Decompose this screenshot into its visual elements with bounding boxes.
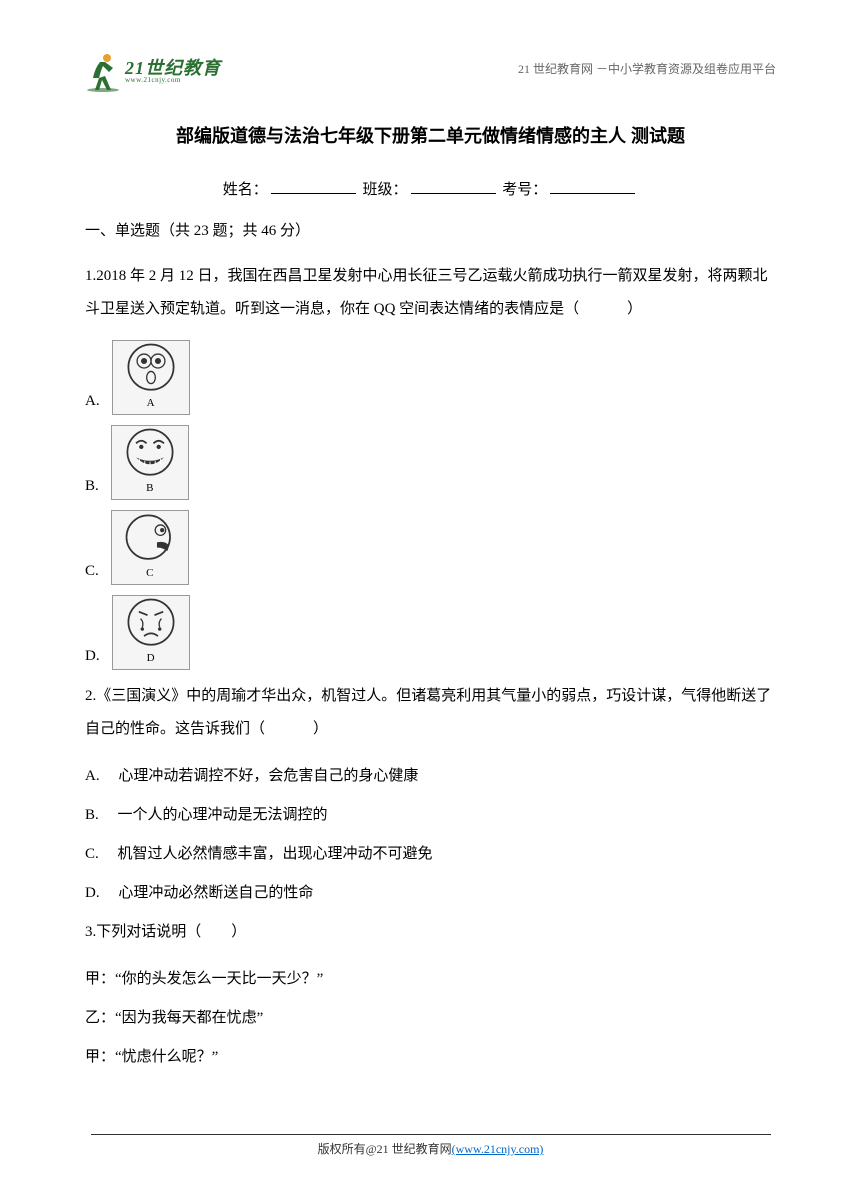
question-3: 3.下列对话说明（ ） — [85, 916, 776, 949]
q2-option-c: C. 机智过人必然情感丰富，出现心理冲动不可避免 — [85, 838, 776, 871]
question-2: 2.《三国演义》中的周瑜才华出众，机智过人。但诸葛亮利用其气量小的弱点，巧设计谋… — [85, 680, 776, 746]
emoji-box-c: C — [111, 510, 189, 585]
emoji-box-b: B — [111, 425, 189, 500]
option-label-a: A. — [85, 388, 100, 415]
q3-line-1: 甲：“你的头发怎么一天比一天少？” — [85, 963, 776, 996]
q2-text-end: ） — [313, 721, 328, 737]
id-label: 考号： — [502, 182, 547, 198]
footer-prefix: 版权所有@21 世纪教育网 — [318, 1142, 452, 1156]
name-label: 姓名： — [223, 182, 268, 198]
emoji-angry-icon — [123, 511, 177, 563]
name-blank — [271, 193, 356, 194]
logo-text: 21世纪教育 www.21cnjy.com — [125, 59, 221, 84]
id-blank — [550, 193, 635, 194]
class-blank — [411, 193, 496, 194]
q2-option-d: D. 心理冲动必然断送自己的性命 — [85, 877, 776, 910]
q1-option-b: B. B — [85, 425, 776, 500]
option-label-c: C. — [85, 558, 99, 585]
logo-icon — [85, 50, 121, 92]
q1-text: 1.2018 年 2 月 12 日，我国在西昌卫星发射中心用长征三号乙运载火箭成… — [85, 268, 768, 317]
emoji-happy-icon — [123, 426, 177, 478]
page-container: 21世纪教育 www.21cnjy.com 21 世纪教育网 －中小学教育资源及… — [0, 0, 861, 1192]
emoji-box-a: A — [112, 340, 190, 415]
q2-option-a: A. 心理冲动若调控不好，会危害自己的身心健康 — [85, 760, 776, 793]
class-label: 班级： — [362, 182, 407, 198]
option-label-b: B. — [85, 473, 99, 500]
footer-link[interactable]: (www.21cnjy.com) — [452, 1142, 544, 1156]
logo-text-main: 21世纪教育 — [125, 59, 221, 77]
q1-option-d: D. D — [85, 595, 776, 670]
q1-option-a: A. A — [85, 340, 776, 415]
q1-text-end: ） — [627, 301, 642, 317]
header: 21世纪教育 www.21cnjy.com 21 世纪教育网 －中小学教育资源及… — [85, 50, 776, 92]
q1-option-c: C. C — [85, 510, 776, 585]
emoji-letter-a: A — [147, 394, 155, 414]
header-right-text: 21 世纪教育网 －中小学教育资源及组卷应用平台 — [518, 60, 776, 77]
emoji-letter-d: D — [147, 649, 155, 669]
footer-line — [91, 1134, 771, 1135]
emoji-sad-icon — [124, 596, 178, 648]
emoji-box-d: D — [112, 595, 190, 670]
q3-line-2: 乙：“因为我每天都在忧虑” — [85, 1002, 776, 1035]
q2-text: 2.《三国演义》中的周瑜才华出众，机智过人。但诸葛亮利用其气量小的弱点，巧设计谋… — [85, 688, 771, 737]
emoji-surprised-icon — [124, 341, 178, 393]
q2-option-b: B. 一个人的心理冲动是无法调控的 — [85, 799, 776, 832]
option-label-d: D. — [85, 643, 100, 670]
question-1: 1.2018 年 2 月 12 日，我国在西昌卫星发射中心用长征三号乙运载火箭成… — [85, 260, 776, 326]
logo-text-sub: www.21cnjy.com — [125, 77, 221, 84]
footer: 版权所有@21 世纪教育网(www.21cnjy.com) — [0, 1134, 861, 1157]
page-title: 部编版道德与法治七年级下册第二单元做情绪情感的主人 测试题 — [85, 122, 776, 148]
section-header: 一、单选题（共 23 题；共 46 分） — [85, 217, 776, 246]
logo: 21世纪教育 www.21cnjy.com — [85, 50, 221, 92]
emoji-letter-c: C — [146, 564, 153, 584]
emoji-letter-b: B — [146, 479, 153, 499]
form-line: 姓名： 班级： 考号： — [85, 178, 776, 199]
q3-line-3: 甲：“忧虑什么呢？” — [85, 1041, 776, 1074]
